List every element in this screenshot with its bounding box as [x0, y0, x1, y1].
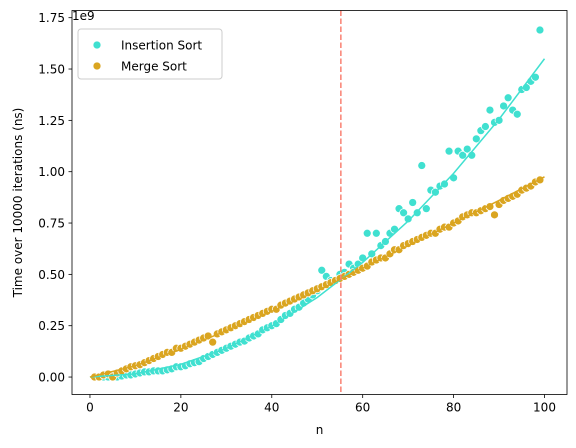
- data-point-insertion-sort: [535, 25, 545, 35]
- x-tick-label: 20: [173, 401, 188, 415]
- data-point-insertion-sort: [444, 146, 454, 156]
- data-point-insertion-sort: [485, 105, 495, 115]
- x-axis: 0 20 40 60 80 100: [86, 394, 556, 415]
- x-tick-label: 60: [355, 401, 370, 415]
- data-point-insertion-sort: [399, 208, 408, 218]
- data-point-insertion-sort: [499, 101, 508, 111]
- legend-marker-insertion-sort: [92, 40, 102, 50]
- plot-content: [89, 10, 546, 395]
- y-tick-label: 1.25: [38, 114, 65, 128]
- y-axis-label: Time over 10000 iterations (ns): [11, 108, 25, 299]
- x-axis-label: n: [316, 423, 324, 437]
- fit-line-merge-sort: [89, 176, 545, 378]
- x-tick-label: 100: [533, 401, 556, 415]
- y-tick-label: 1.75: [38, 11, 65, 25]
- y-offset-label: 1e9: [72, 9, 95, 23]
- data-point-insertion-sort: [408, 198, 418, 207]
- data-point-insertion-sort: [481, 122, 490, 131]
- data-point-insertion-sort: [471, 134, 481, 144]
- data-point-insertion-sort: [412, 208, 422, 218]
- x-tick-label: 40: [264, 401, 279, 415]
- legend-label-insertion-sort: Insertion Sort: [121, 39, 202, 53]
- legend-label-merge-sort: Merge Sort: [121, 60, 187, 74]
- y-tick-label: 1.50: [38, 63, 65, 77]
- axes-frame: [71, 10, 568, 395]
- fit-line-insertion-sort: [89, 58, 546, 378]
- y-tick-label: 0.00: [38, 371, 65, 385]
- data-point-insertion-sort: [371, 228, 381, 238]
- data-point-insertion-sort: [449, 173, 458, 183]
- x-tick-label: 0: [86, 401, 94, 415]
- y-tick-label: 0.50: [38, 268, 65, 282]
- data-point-insertion-sort: [417, 161, 427, 170]
- x-tick-label: 80: [446, 401, 461, 415]
- y-axis: 0.00 0.25 0.50 0.75 1.00 1.25 1.50 1.75: [38, 11, 72, 385]
- data-point-insertion-sort: [317, 265, 327, 275]
- y-tick-label: 0.25: [38, 319, 65, 333]
- data-point-insertion-sort: [503, 93, 513, 103]
- data-point-insertion-sort: [403, 214, 413, 224]
- data-point-insertion-sort: [390, 224, 399, 234]
- legend: Insertion Sort Merge Sort: [77, 28, 223, 80]
- data-point-insertion-sort: [458, 150, 468, 160]
- data-point-merge-sort: [490, 210, 499, 220]
- data-point-insertion-sort: [421, 204, 431, 214]
- y-tick-label: 0.75: [38, 217, 65, 231]
- legend-box: [77, 28, 223, 80]
- data-point-merge-sort: [208, 337, 218, 347]
- legend-marker-merge-sort: [92, 61, 102, 71]
- y-tick-label: 1.00: [38, 165, 65, 179]
- data-point-insertion-sort: [462, 144, 472, 154]
- data-point-insertion-sort: [362, 228, 372, 238]
- data-point-insertion-sort: [512, 109, 522, 119]
